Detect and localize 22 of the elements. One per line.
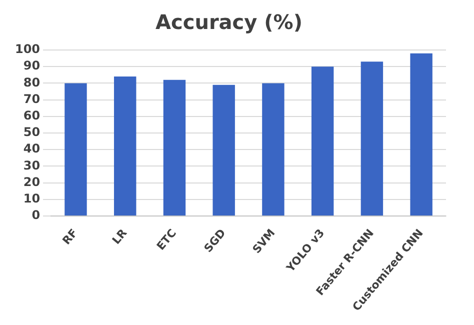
y-tick-label: 90 [23, 58, 40, 73]
y-tick-label: 70 [23, 92, 40, 106]
x-tick-label: RF [60, 226, 80, 248]
y-tick-label: 80 [23, 75, 40, 90]
y-tick-label: 100 [14, 42, 40, 56]
bar [64, 83, 87, 216]
y-tick-label: 60 [23, 108, 40, 123]
bar [212, 84, 235, 216]
bar [410, 53, 432, 216]
y-tick-label: 0 [32, 208, 40, 222]
x-tick-label: LR [110, 226, 130, 247]
bar [311, 66, 334, 216]
y-tick-label: 50 [23, 125, 40, 140]
bar [262, 83, 284, 216]
bar [114, 76, 136, 216]
y-tick-label: 40 [23, 142, 40, 156]
bar [360, 62, 384, 216]
y-tick-label: 30 [23, 158, 40, 172]
y-tick-label: 10 [23, 191, 40, 206]
bar [163, 80, 186, 216]
chart-title: Accuracy (%) [156, 10, 302, 34]
y-tick-label: 20 [23, 174, 40, 189]
